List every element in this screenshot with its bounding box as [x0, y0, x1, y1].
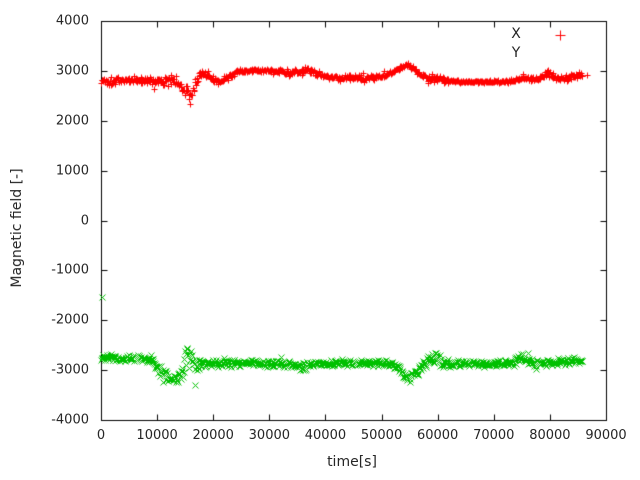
legend-label-y: Y [511, 45, 521, 61]
y-tick-label: 4000 [55, 13, 89, 29]
y-tick-label: 3000 [55, 63, 89, 79]
x-tick-label: 20000 [192, 428, 234, 443]
x-tick-label: 80000 [529, 428, 571, 443]
y-tick-label: 0 [80, 213, 89, 228]
legend-label-x: X [511, 26, 521, 42]
x-tick-label: 40000 [304, 428, 347, 443]
y-tick-label: 2000 [55, 113, 89, 129]
x-axis-title: time[s] [327, 454, 377, 470]
x-tick-label: 50000 [360, 428, 403, 443]
x-tick-label: 30000 [248, 428, 291, 443]
y-tick-label: -1000 [51, 262, 89, 278]
x-tick-label: 70000 [473, 428, 515, 443]
y-tick-label: -3000 [51, 362, 89, 378]
y-tick-label: -4000 [51, 412, 89, 428]
y-tick-label: -2000 [51, 312, 89, 328]
y-axis-title: Magnetic field [-] [9, 168, 25, 288]
x-tick-label: 90000 [585, 428, 627, 443]
x-tick-label: 10000 [136, 428, 178, 443]
y-tick-label: 1000 [55, 163, 89, 179]
x-tick-label: 0 [96, 428, 106, 443]
x-tick-label: 60000 [416, 428, 459, 443]
